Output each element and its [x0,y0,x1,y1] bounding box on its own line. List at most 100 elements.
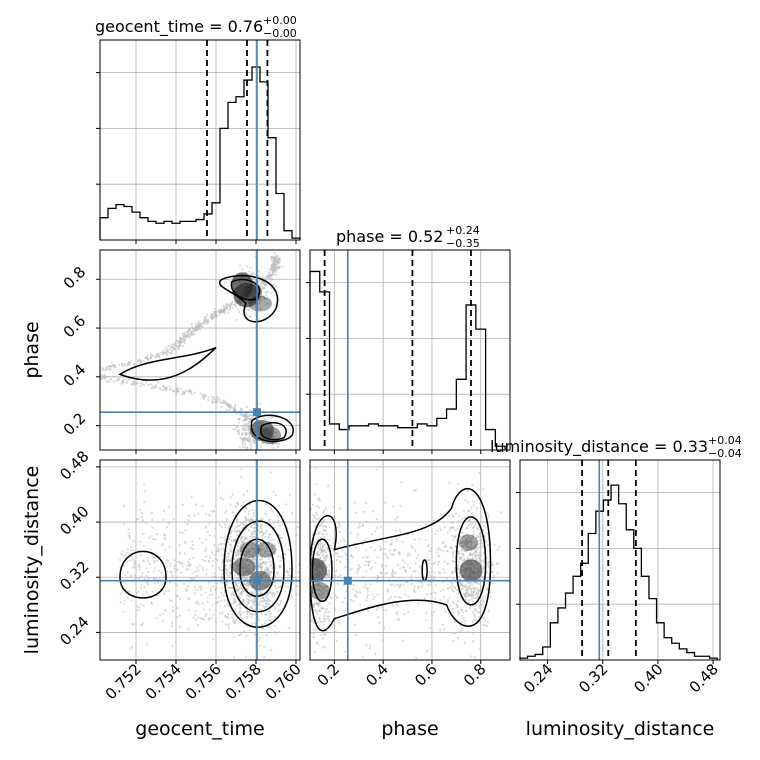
scatter-point-luminosity-distance-vs-phase-235 [398,551,401,554]
scatter-point-luminosity-distance-vs-phase-683 [390,543,393,546]
scatter-point-luminosity-distance-vs-phase-95 [401,559,404,562]
scatter-point-luminosity-distance-vs-geocent-time-746 [257,639,261,642]
scatter-point-luminosity-distance-vs-phase-1328 [462,541,465,544]
scatter-point-luminosity-distance-vs-phase-1196 [430,613,434,616]
scatter-point-luminosity-distance-vs-geocent-time-799 [242,493,245,496]
scatter-point-phase-vs-geocent-time-822 [163,386,166,390]
scatter-point-luminosity-distance-vs-geocent-time-1416 [131,622,134,626]
scatter-point-luminosity-distance-vs-phase-368 [320,633,323,637]
scatter-point-luminosity-distance-vs-phase-963 [376,574,380,578]
scatter-point-luminosity-distance-vs-phase-971 [464,623,467,626]
scatter-point-luminosity-distance-vs-phase-712 [391,574,394,577]
scatter-point-luminosity-distance-vs-geocent-time-524 [230,550,233,553]
scatter-point-luminosity-distance-vs-phase-677 [446,562,449,565]
scatter-point-luminosity-distance-vs-phase-795 [307,590,309,592]
scatter-point-luminosity-distance-vs-geocent-time-176 [215,586,218,589]
truth-marker-luminosity-distance-vs-phase [343,576,352,585]
scatter-point-luminosity-distance-vs-geocent-time-643 [290,512,294,515]
scatter-point-luminosity-distance-vs-phase-422 [362,575,365,578]
scatter-point-luminosity-distance-vs-phase-1220 [410,582,413,586]
scatter-point-phase-vs-geocent-time-1066 [234,428,237,431]
scatter-point-luminosity-distance-vs-geocent-time-1275 [251,600,254,604]
scatter-point-luminosity-distance-vs-phase-1295 [323,519,326,522]
scatter-point-luminosity-distance-vs-geocent-time-797 [290,588,294,591]
scatter-point-luminosity-distance-vs-geocent-time-1315 [237,581,240,585]
scatter-point-luminosity-distance-vs-phase-1236 [337,522,341,525]
scatter-point-phase-vs-geocent-time-150 [142,359,145,363]
scatter-point-luminosity-distance-vs-phase-1437 [303,514,305,516]
scatter-point-phase-vs-geocent-time-762 [182,334,185,337]
scatter-point-luminosity-distance-vs-geocent-time-1025 [279,565,283,568]
scatter-point-luminosity-distance-vs-phase-226 [478,551,481,554]
scatter-point-phase-vs-geocent-time-533 [216,395,220,399]
scatter-point-luminosity-distance-vs-geocent-time-1316 [250,517,253,521]
scatter-point-luminosity-distance-vs-phase-656 [441,549,444,552]
scatter-point-phase-vs-geocent-time-763 [121,365,124,368]
scatter-point-luminosity-distance-vs-geocent-time-1331 [221,553,224,556]
scatter-point-luminosity-distance-vs-phase-356 [354,511,357,514]
scatter-point-luminosity-distance-vs-geocent-time-1465 [270,648,273,652]
scatter-point-luminosity-distance-vs-geocent-time-343 [249,535,252,538]
scatter-point-luminosity-distance-vs-geocent-time-752 [186,585,190,588]
scatter-point-phase-vs-geocent-time-418 [94,369,96,371]
scatter-point-luminosity-distance-vs-geocent-time-206 [204,614,207,618]
scatter-point-luminosity-distance-vs-phase-1082 [320,554,324,557]
scatter-point-luminosity-distance-vs-phase-531 [303,506,305,508]
scatter-point-luminosity-distance-vs-phase-1168 [454,512,458,515]
scatter-point-luminosity-distance-vs-geocent-time-393 [130,546,133,549]
scatter-point-luminosity-distance-vs-phase-464 [425,523,428,526]
scatter-point-luminosity-distance-vs-phase-316 [427,543,431,547]
scatter-point-luminosity-distance-vs-geocent-time-1498 [227,604,230,607]
scatter-point-luminosity-distance-vs-phase-1425 [318,595,321,599]
scatter-point-phase-vs-geocent-time-193 [112,380,115,383]
scatter-point-luminosity-distance-vs-geocent-time-925 [221,561,224,564]
scatter-point-phase-vs-geocent-time-1235 [246,447,249,450]
scatter-point-luminosity-distance-vs-geocent-time-391 [261,587,264,590]
scatter-point-luminosity-distance-vs-geocent-time-737 [140,624,143,627]
scatter-point-luminosity-distance-vs-phase-1311 [417,553,420,556]
scatter-point-luminosity-distance-vs-phase-369 [472,611,475,614]
scatter-point-luminosity-distance-vs-phase-826 [396,516,399,519]
scatter-point-luminosity-distance-vs-phase-606 [305,540,307,542]
scatter-point-luminosity-distance-vs-geocent-time-1257 [264,575,268,578]
scatter-point-luminosity-distance-vs-geocent-time-486 [142,544,146,548]
scatter-point-luminosity-distance-vs-geocent-time-679 [173,564,176,568]
scatter-point-luminosity-distance-vs-phase-1262 [462,535,465,538]
scatter-point-luminosity-distance-vs-geocent-time-996 [209,587,212,591]
scatter-point-luminosity-distance-vs-geocent-time-1236 [204,526,207,529]
scatter-point-luminosity-distance-vs-phase-610 [434,584,437,587]
scatter-point-luminosity-distance-vs-phase-293 [305,577,307,579]
scatter-point-phase-vs-geocent-time-1329 [260,280,263,283]
scatter-point-luminosity-distance-vs-phase-1147 [429,550,433,553]
scatter-point-phase-vs-geocent-time-1214 [270,291,273,295]
scatter-point-luminosity-distance-vs-phase-1317 [317,585,320,588]
scatter-point-phase-vs-geocent-time-893 [210,313,213,316]
contour-luminosity-distance-vs-geocent-time-1 [231,520,285,613]
scatter-point-phase-vs-geocent-time-1158 [274,285,278,288]
scatter-point-luminosity-distance-vs-phase-1194 [380,572,383,575]
scatter-point-luminosity-distance-vs-phase-1216 [305,571,307,573]
scatter-point-luminosity-distance-vs-phase-1480 [456,604,459,607]
scatter-point-luminosity-distance-vs-geocent-time-494 [191,540,194,543]
scatter-point-luminosity-distance-vs-phase-425 [457,571,461,574]
scatter-point-phase-vs-geocent-time-814 [109,365,112,368]
contour-phase-vs-geocent-time-0 [219,275,279,323]
scatter-point-luminosity-distance-vs-phase-920 [457,520,460,523]
scatter-point-luminosity-distance-vs-geocent-time-595 [274,493,278,497]
scatter-point-luminosity-distance-vs-phase-1305 [415,557,418,560]
scatter-point-luminosity-distance-vs-geocent-time-432 [259,527,262,530]
scatter-point-luminosity-distance-vs-geocent-time-1177 [251,533,254,536]
scatter-point-phase-vs-geocent-time-632 [138,359,142,362]
scatter-point-luminosity-distance-vs-geocent-time-285 [225,557,228,560]
scatter-point-luminosity-distance-vs-phase-1404 [451,525,454,529]
scatter-point-luminosity-distance-vs-geocent-time-1333 [244,537,247,540]
scatter-point-luminosity-distance-vs-phase-925 [318,583,321,586]
scatter-point-luminosity-distance-vs-geocent-time-289 [241,618,244,621]
scatter-point-luminosity-distance-vs-phase-1449 [322,589,325,592]
scatter-point-luminosity-distance-vs-geocent-time-1014 [253,601,257,604]
scatter-point-luminosity-distance-vs-geocent-time-585 [277,586,281,589]
scatter-point-luminosity-distance-vs-phase-786 [321,593,324,597]
scatter-point-phase-vs-geocent-time-1373 [248,433,251,436]
scatter-point-luminosity-distance-vs-phase-604 [461,552,465,556]
scatter-point-luminosity-distance-vs-phase-1484 [312,604,315,607]
